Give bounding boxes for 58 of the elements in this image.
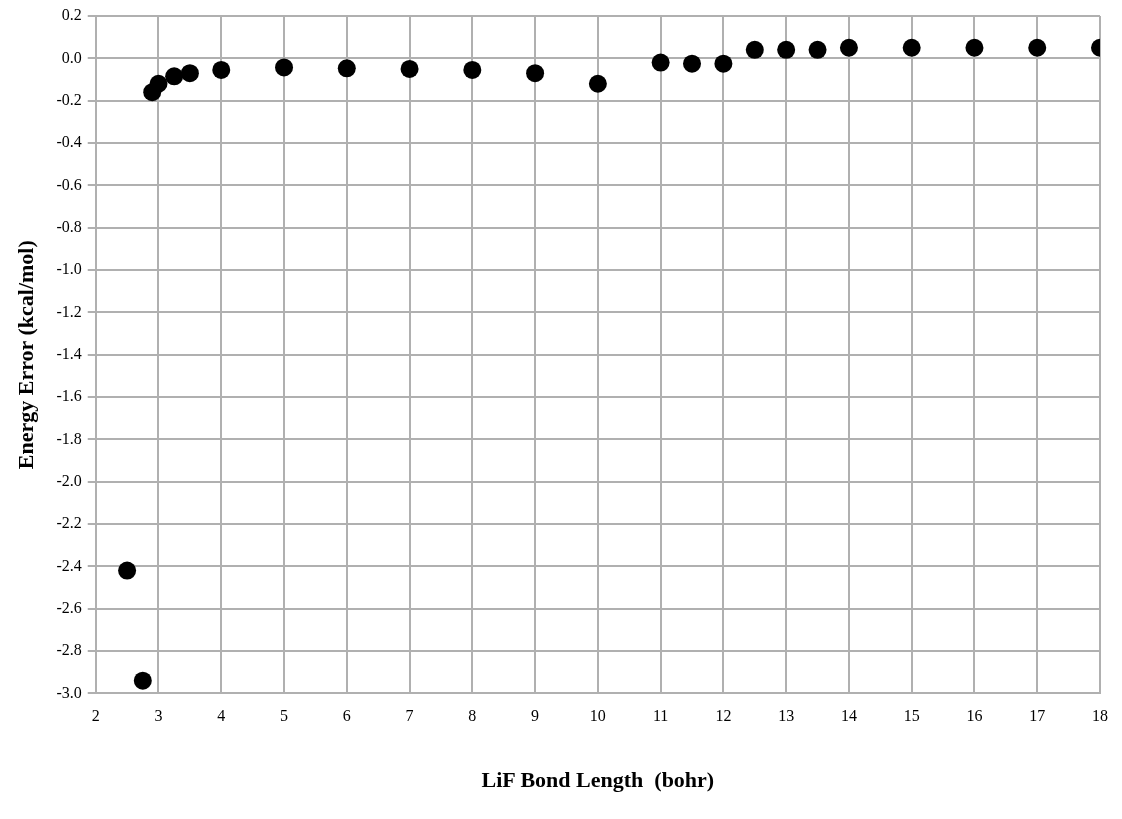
point	[651, 53, 670, 72]
x-tick-label: 17	[1029, 707, 1046, 725]
x-tick-label: 18	[1092, 707, 1108, 725]
y-tick-label: -1.2	[56, 302, 82, 320]
x-tick-label: 12	[715, 707, 732, 725]
y-tick-label: -0.8	[56, 217, 82, 235]
point	[588, 74, 607, 93]
x-tick-label: 7	[405, 707, 414, 725]
point	[683, 54, 702, 73]
point	[714, 54, 733, 73]
point	[149, 74, 168, 93]
y-tick-label: -1.4	[56, 344, 82, 362]
y-tick-label: -0.6	[56, 175, 82, 193]
x-tick-label: 11	[652, 707, 669, 725]
point	[133, 671, 152, 690]
x-axis-title: LiF Bond Length (bohr)	[481, 767, 715, 793]
point	[165, 67, 184, 86]
x-tick-label: 3	[154, 707, 163, 725]
point	[1028, 38, 1047, 57]
x-tick-label: 16	[966, 707, 983, 725]
point	[180, 64, 199, 83]
y-tick-label: -2.8	[56, 641, 82, 659]
x-tick-label: 10	[589, 707, 606, 725]
x-tick-label: 5	[280, 707, 289, 725]
point	[526, 64, 545, 83]
x-tick-label: 15	[903, 707, 920, 725]
point	[118, 561, 137, 580]
y-tick-label: -3.0	[56, 683, 82, 701]
y-tick-label: -2.6	[56, 598, 82, 616]
y-tick-label: -0.4	[56, 133, 82, 151]
x-tick-label: 6	[342, 707, 351, 725]
y-tick-label: -1.6	[56, 387, 82, 405]
y-tick-label: -0.2	[56, 90, 82, 108]
point	[337, 59, 356, 78]
y-axis-title: Energy Error (kcal/mol)	[12, 240, 38, 470]
x-tick-label: 8	[468, 707, 477, 725]
x-tick-label: 4	[217, 707, 226, 725]
x-tick-label: 2	[91, 707, 100, 725]
point	[400, 59, 419, 78]
point	[965, 38, 984, 57]
y-tick-label: -1.8	[56, 429, 82, 447]
y-tick-label: -2.2	[56, 514, 82, 532]
point	[902, 38, 921, 57]
point	[212, 60, 231, 79]
y-tick-label: 0.2	[61, 6, 82, 24]
point	[808, 40, 827, 59]
y-tick-label: -1.0	[56, 260, 82, 278]
point	[745, 40, 764, 59]
point	[839, 38, 858, 57]
point	[275, 58, 294, 77]
point	[463, 60, 482, 79]
y-tick-label: -2.4	[56, 556, 82, 574]
point	[777, 40, 796, 59]
y-tick-label: -2.0	[56, 471, 82, 489]
x-tick-label: 14	[840, 707, 857, 725]
x-tick-label: 13	[778, 707, 795, 725]
y-tick-label: 0.0	[61, 48, 82, 66]
x-tick-label: 9	[531, 707, 540, 725]
